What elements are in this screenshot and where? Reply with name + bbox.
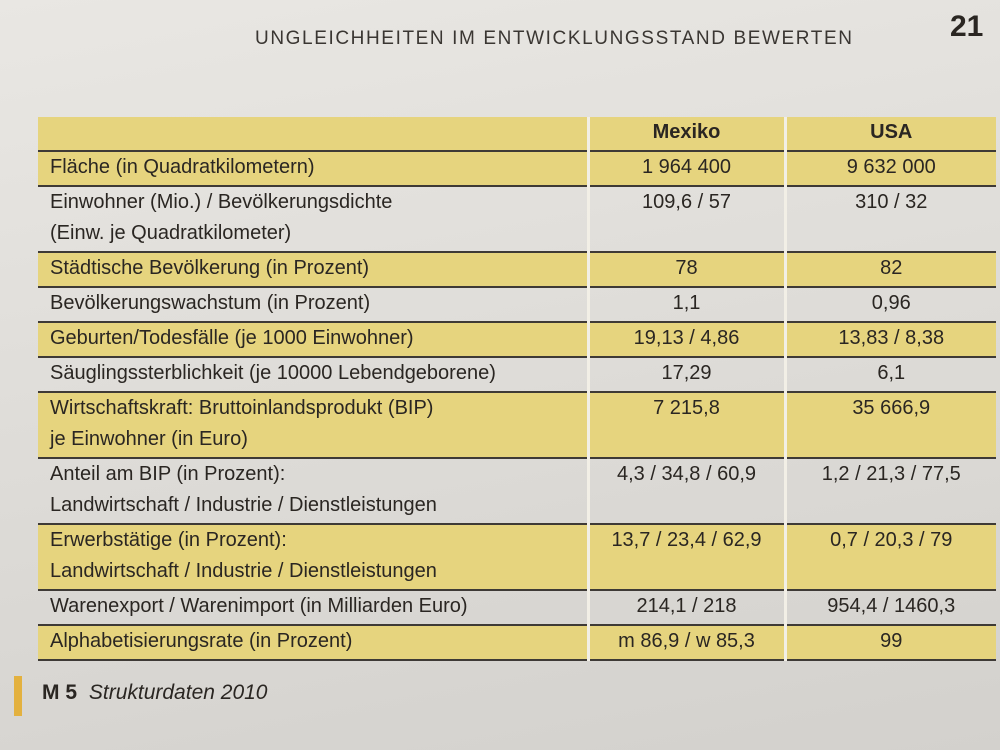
- table-row: Erwerbstätige (in Prozent): Landwirtschaf…: [38, 524, 996, 591]
- value-usa: 954,4 / 1460,3: [785, 590, 996, 626]
- value-mexiko: 13,7 / 23,4 / 62,9: [588, 524, 787, 591]
- value-usa: 35 666,9: [785, 392, 996, 459]
- value-mexiko: 19,13 / 4,86: [588, 322, 787, 358]
- value-mexiko: 214,1 / 218: [588, 590, 787, 626]
- table-row: Säuglingssterblichkeit (je 10000 Lebendg…: [38, 357, 996, 393]
- row-label-line: Landwirtschaft / Industrie / Dienstleist…: [50, 560, 437, 582]
- value-mexiko: 7 215,8: [588, 392, 787, 459]
- caption-tag: M 5: [42, 681, 78, 704]
- row-label-line: Städtische Bevölkerung (in Prozent): [50, 257, 370, 279]
- figure-caption: M 5 Strukturdaten 2010: [14, 676, 267, 716]
- row-label: Geburten/Todesfälle (je 1000 Einwohner): [38, 322, 590, 358]
- table-row: Einwohner (Mio.) / Bevölkerungsdichte (Ei…: [38, 186, 996, 253]
- value-usa: 9 632 000: [785, 151, 996, 187]
- row-label: Warenexport / Warenimport (in Milliarden…: [38, 590, 590, 626]
- value-usa: 13,83 / 8,38: [785, 322, 996, 358]
- row-label-line: Bevölkerungswachstum (in Prozent): [50, 292, 371, 314]
- caption-title: Strukturdaten 2010: [88, 681, 268, 704]
- row-label-line: (Einw. je Quadratkilometer): [50, 222, 292, 244]
- row-label: Städtische Bevölkerung (in Prozent): [38, 252, 590, 288]
- value-usa: 0,7 / 20,3 / 79: [785, 524, 996, 591]
- page-number: 21: [950, 10, 984, 43]
- header-mexiko: Mexiko: [588, 117, 787, 152]
- value-mexiko: m 86,9 / w 85,3: [588, 625, 787, 661]
- row-label-line: Landwirtschaft / Industrie / Dienstleist…: [50, 494, 437, 516]
- row-label: Alphabetisierungsrate (in Prozent): [38, 625, 590, 661]
- table-row: Alphabetisierungsrate (in Prozent) m 86,9…: [38, 625, 996, 661]
- value-usa: 82: [785, 252, 996, 288]
- value-mexiko: 4,3 / 34,8 / 60,9: [588, 458, 787, 525]
- table-header-row: Mexiko USA: [38, 117, 996, 152]
- table-row: Fläche (in Quadratkilometern) 1 964 400 9 …: [38, 151, 996, 187]
- row-label-line: Anteil am BIP (in Prozent):: [50, 463, 286, 485]
- value-mexiko: 109,6 / 57: [588, 186, 787, 253]
- value-usa: 6,1: [785, 357, 996, 393]
- row-label-line: Fläche (in Quadratkilometern): [50, 156, 315, 178]
- row-label-line: Wirtschaftskraft: Bruttoinlandsprodukt (…: [50, 397, 434, 419]
- value-usa: 310 / 32: [785, 186, 996, 253]
- value-usa: 1,2 / 21,3 / 77,5: [785, 458, 996, 525]
- header-usa: USA: [785, 117, 996, 152]
- running-head: UNGLEICHHEITEN IM ENTWICKLUNGSSTAND BEWE…: [255, 28, 854, 49]
- value-usa: 99: [785, 625, 996, 661]
- table-body: Fläche (in Quadratkilometern) 1 964 400 9 …: [38, 151, 996, 661]
- row-label: Fläche (in Quadratkilometern): [38, 151, 590, 187]
- table-row: Geburten/Todesfälle (je 1000 Einwohner) 1…: [38, 322, 996, 358]
- row-label-line: Geburten/Todesfälle (je 1000 Einwohner): [50, 327, 414, 349]
- row-label-line: Erwerbstätige (in Prozent):: [50, 529, 287, 551]
- row-label: Erwerbstätige (in Prozent): Landwirtschaf…: [38, 524, 590, 591]
- row-label: Säuglingssterblichkeit (je 10000 Lebendg…: [38, 357, 590, 393]
- value-mexiko: 78: [588, 252, 787, 288]
- row-label-line: Einwohner (Mio.) / Bevölkerungsdichte: [50, 191, 393, 213]
- row-label-line: Warenexport / Warenimport (in Milliarden…: [50, 595, 468, 617]
- row-label: Wirtschaftskraft: Bruttoinlandsprodukt (…: [38, 392, 590, 459]
- table-row: Warenexport / Warenimport (in Milliarden…: [38, 590, 996, 626]
- row-label: Anteil am BIP (in Prozent): Landwirtschaf…: [38, 458, 590, 525]
- table-row: Bevölkerungswachstum (in Prozent) 1,1 0,96: [38, 287, 996, 323]
- header-empty-cell: [38, 117, 590, 152]
- row-label-line: je Einwohner (in Euro): [50, 428, 248, 450]
- row-label-line: Alphabetisierungsrate (in Prozent): [50, 630, 353, 652]
- table-row: Wirtschaftskraft: Bruttoinlandsprodukt (…: [38, 392, 996, 459]
- table-row: Anteil am BIP (in Prozent): Landwirtschaf…: [38, 458, 996, 525]
- row-label-line: Säuglingssterblichkeit (je 10000 Lebendg…: [50, 362, 496, 384]
- value-mexiko: 17,29: [588, 357, 787, 393]
- table-row: Städtische Bevölkerung (in Prozent) 78 82: [38, 252, 996, 288]
- structure-data-table: Mexiko USA Fläche (in Quadratkilometern)…: [38, 117, 996, 661]
- row-label: Einwohner (Mio.) / Bevölkerungsdichte (Ei…: [38, 186, 590, 253]
- value-usa: 0,96: [785, 287, 996, 323]
- value-mexiko: 1 964 400: [588, 151, 787, 187]
- value-mexiko: 1,1: [588, 287, 787, 323]
- row-label: Bevölkerungswachstum (in Prozent): [38, 287, 590, 323]
